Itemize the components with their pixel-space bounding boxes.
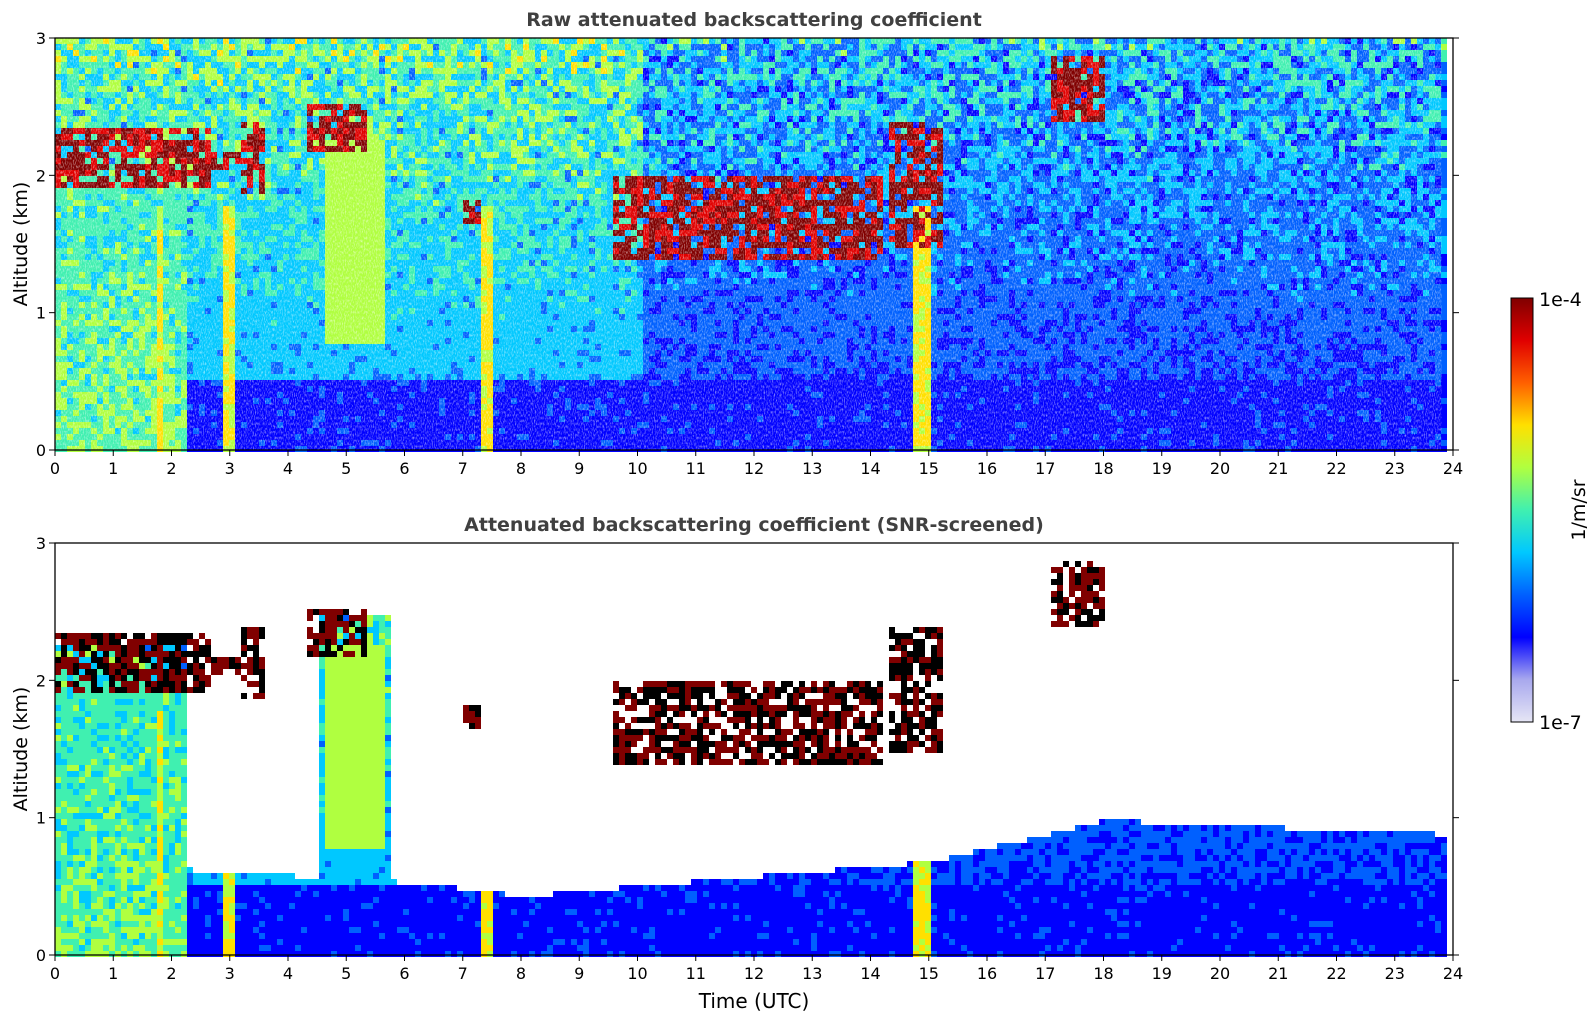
- panel-raw-title: Raw attenuated backscattering coefficien…: [526, 9, 982, 31]
- panel-raw: Raw attenuated backscattering coefficien…: [10, 9, 1463, 478]
- panel-raw-heatmap: [55, 38, 1447, 452]
